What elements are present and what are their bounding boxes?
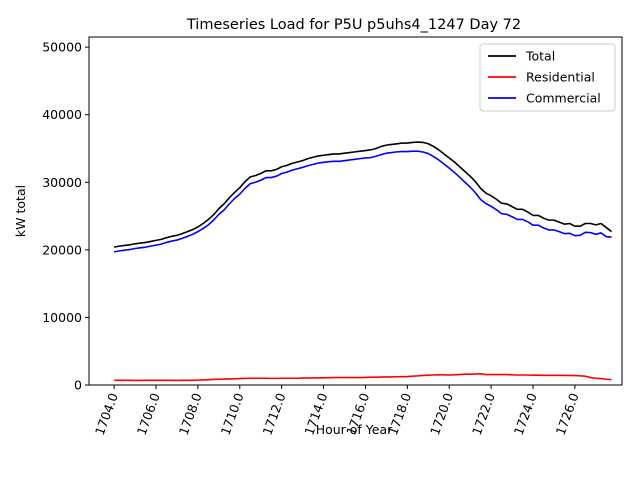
x-tick-label: 1708.0 [176, 391, 205, 437]
series-line-total [113, 141, 613, 248]
x-tick-label: 1710.0 [218, 391, 247, 437]
legend-box [479, 43, 616, 112]
y-tick-label: 40000 [42, 107, 82, 122]
x-tick-label: 1706.0 [134, 391, 163, 437]
x-tick-label: 1724.0 [511, 391, 540, 437]
legend-label-residential: Residential [526, 70, 595, 85]
y-tick-label: 30000 [42, 175, 82, 190]
series-line-commercial [113, 150, 612, 253]
chart-title: Timeseries Load for P5U p5uhs4_1247 Day … [186, 17, 521, 33]
y-tick-label: 50000 [42, 40, 82, 55]
y-tick-label: 20000 [42, 242, 82, 257]
legend-label-total: Total [525, 49, 555, 64]
x-tick-label: 1704.0 [92, 391, 121, 437]
x-tick-label: 1720.0 [427, 391, 456, 437]
legend: Total Residential Commercial [479, 43, 616, 112]
x-tick-label: 1722.0 [469, 391, 498, 437]
y-tick-label: 0 [74, 378, 82, 393]
x-tick-label: 1726.0 [553, 391, 582, 437]
y-axis-ticks: 0 10000 20000 30000 40000 50000 [42, 40, 89, 393]
series-lines [113, 141, 613, 382]
series-line-residential [114, 373, 612, 382]
x-axis-label: Hour of Year [316, 422, 393, 437]
y-axis-label: kW total [13, 185, 28, 237]
x-tick-label: 1712.0 [259, 391, 288, 437]
y-tick-label: 10000 [42, 310, 82, 325]
legend-label-commercial: Commercial [526, 91, 601, 106]
